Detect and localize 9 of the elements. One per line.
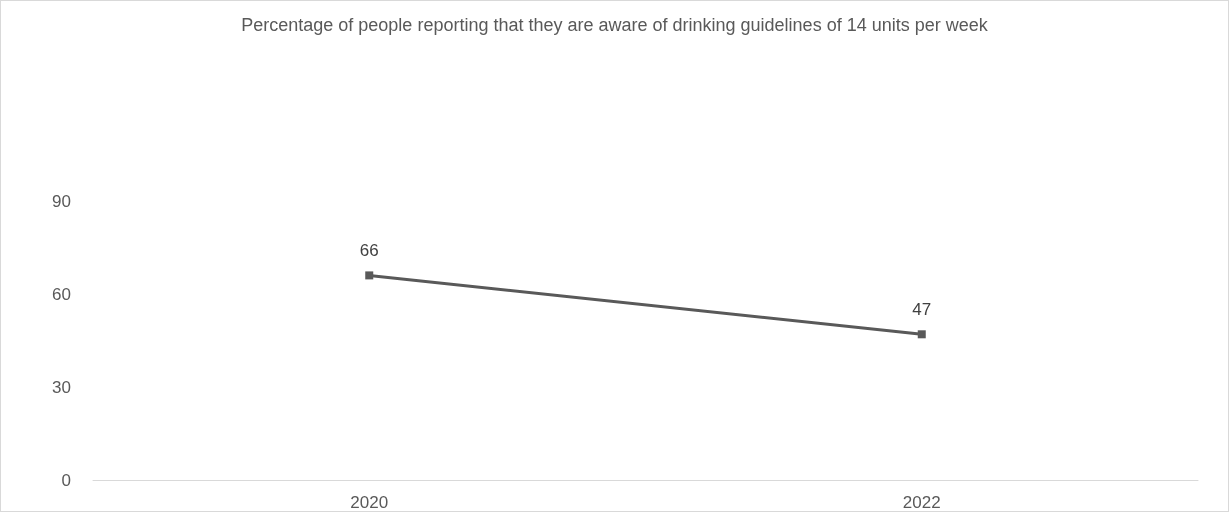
- data-label: 47: [912, 300, 932, 320]
- y-tick-label: 0: [61, 470, 71, 490]
- data-label: 66: [359, 241, 379, 261]
- chart-title: Percentage of people reporting that they are aware of drinking guidelines of 14 units per week: [240, 14, 989, 37]
- x-tick-label: 2022: [902, 493, 941, 512]
- y-tick-label: 30: [52, 377, 71, 397]
- y-tick-label: 60: [52, 284, 71, 304]
- y-tick-label: 90: [52, 191, 71, 211]
- x-tick-label: 2020: [350, 493, 389, 512]
